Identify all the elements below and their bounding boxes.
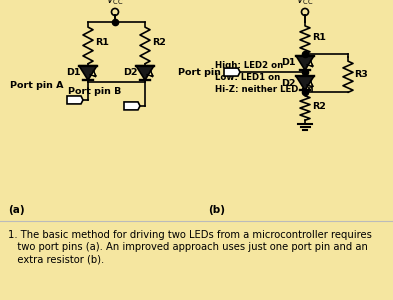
Text: Port pin A: Port pin A bbox=[11, 81, 64, 90]
Text: D2: D2 bbox=[281, 79, 296, 88]
Text: R3: R3 bbox=[354, 70, 368, 79]
Text: High: LED2 on: High: LED2 on bbox=[215, 61, 283, 70]
Text: (b): (b) bbox=[208, 205, 225, 215]
Text: two port pins (a). An improved approach uses just one port pin and an: two port pins (a). An improved approach … bbox=[8, 242, 368, 252]
Polygon shape bbox=[224, 68, 240, 76]
Text: D1: D1 bbox=[281, 58, 296, 68]
Text: (a): (a) bbox=[8, 205, 25, 215]
Text: D2: D2 bbox=[123, 68, 138, 77]
Text: R2: R2 bbox=[152, 38, 166, 47]
Text: R2: R2 bbox=[312, 102, 326, 111]
Text: D1: D1 bbox=[66, 68, 81, 77]
Text: 1. The basic method for driving two LEDs from a microcontroller requires: 1. The basic method for driving two LEDs… bbox=[8, 230, 372, 240]
Text: R1: R1 bbox=[95, 38, 109, 47]
Text: Low: LED1 on: Low: LED1 on bbox=[215, 73, 280, 82]
Text: $V_{\rm CC}$: $V_{\rm CC}$ bbox=[296, 0, 314, 7]
Text: $V_{\rm CC}$: $V_{\rm CC}$ bbox=[106, 0, 124, 7]
Text: Port pin: Port pin bbox=[178, 68, 221, 76]
Polygon shape bbox=[296, 56, 314, 70]
Polygon shape bbox=[79, 66, 97, 80]
Polygon shape bbox=[67, 96, 83, 104]
Text: Port pin B: Port pin B bbox=[68, 87, 121, 96]
Text: Hi-Z: neither LED on: Hi-Z: neither LED on bbox=[215, 85, 314, 94]
Polygon shape bbox=[296, 76, 314, 90]
Text: R1: R1 bbox=[312, 33, 326, 42]
Polygon shape bbox=[124, 102, 140, 110]
Text: extra resistor (b).: extra resistor (b). bbox=[8, 254, 104, 264]
Polygon shape bbox=[136, 66, 154, 80]
